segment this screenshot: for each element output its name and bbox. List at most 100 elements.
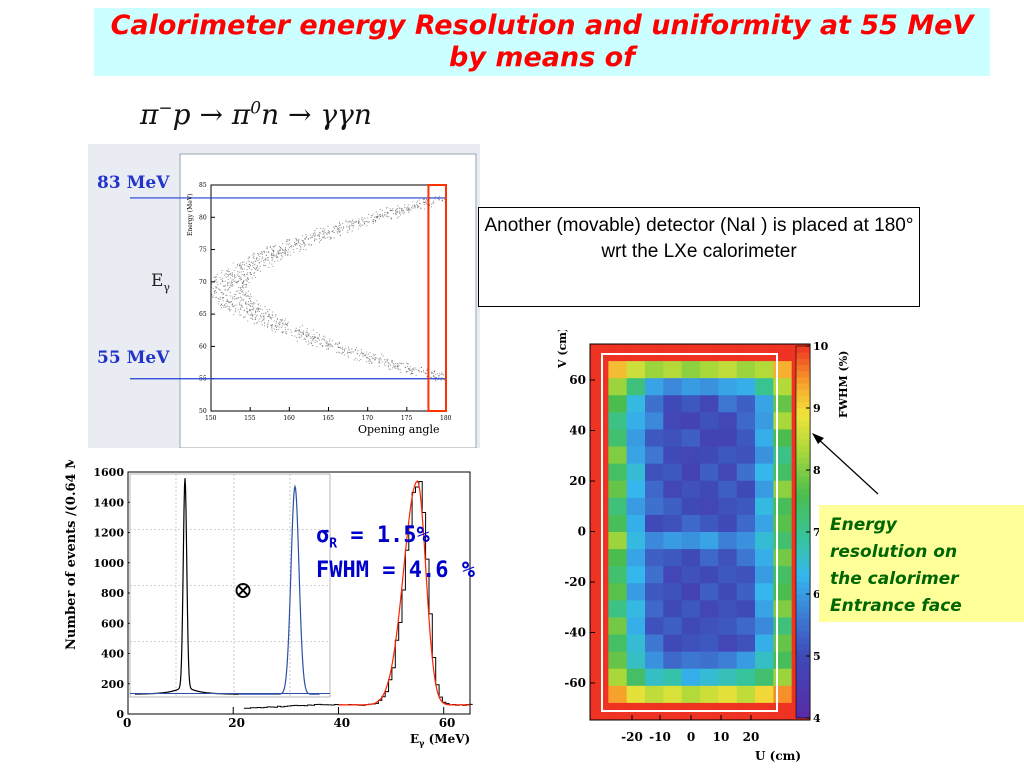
scatter-point: [238, 275, 240, 277]
scatter-point: [438, 376, 440, 378]
scatter-point: [272, 252, 274, 254]
heatmap-cell: [626, 583, 646, 601]
scatter-point: [229, 291, 231, 293]
scatter-point: [303, 245, 305, 247]
scatter-point: [271, 324, 273, 326]
heatmap-cell: [626, 480, 646, 499]
scatter-point: [424, 372, 426, 374]
colorbar-segment: [796, 414, 810, 421]
scatter-point: [250, 313, 252, 316]
colorbar-segment: [796, 699, 810, 706]
scatter-point: [277, 325, 279, 327]
scatter-point: [280, 247, 282, 249]
scatter-point: [281, 319, 283, 321]
scatter-point: [263, 252, 266, 254]
scatter-point: [312, 344, 314, 347]
scatter-point: [435, 380, 437, 382]
scatter-point: [253, 323, 255, 325]
scatter-point: [250, 309, 252, 311]
scatter-point: [361, 218, 363, 220]
scatter-point: [266, 251, 268, 253]
scatter-point: [409, 366, 411, 368]
scatter-point: [252, 254, 254, 256]
histogram-ytick-label: 1000: [93, 557, 124, 570]
scatter-point: [281, 255, 283, 257]
energy-note-line-3: the calorimer: [830, 569, 959, 589]
scatter-point: [365, 357, 368, 359]
heatmap-cell: [590, 685, 609, 704]
scatter-point: [318, 236, 320, 238]
scatter-point: [332, 346, 334, 348]
scatter-point: [256, 265, 258, 267]
scatter-point: [241, 273, 243, 276]
scatter-point: [411, 370, 413, 372]
scatter-point: [235, 309, 237, 311]
heatmap-cell: [773, 446, 793, 465]
scatter-point: [405, 208, 408, 210]
scatter-point: [322, 228, 324, 230]
scatter-point: [214, 276, 216, 278]
scatter-point: [353, 359, 355, 361]
scatter-point: [224, 285, 226, 287]
scatter-point: [367, 357, 369, 359]
scatter-point: [271, 330, 273, 332]
scatter-point: [238, 292, 240, 294]
scatter-point: [263, 322, 265, 324]
scatter-point: [279, 321, 281, 323]
scatter-point: [249, 293, 252, 295]
scatter-point: [221, 272, 223, 274]
scatter-point: [425, 199, 428, 201]
heatmap-ytick-label: -60: [564, 676, 586, 690]
scatter-point: [386, 359, 388, 361]
colorbar-segment: [796, 383, 810, 390]
scatter-point: [369, 351, 371, 353]
scatter-point: [347, 351, 349, 353]
scatter-point: [242, 299, 244, 301]
scatter-point: [280, 326, 282, 329]
scatter-point: [213, 276, 215, 278]
scatter-point: [258, 311, 260, 313]
scatter-point: [229, 295, 231, 297]
scatter-point: [271, 252, 273, 254]
scatter-point: [240, 277, 242, 279]
scatter-point: [227, 268, 229, 270]
scatter-point: [348, 348, 350, 350]
heatmap-cell: [681, 685, 701, 704]
scatter-point: [358, 355, 361, 357]
scatter-point: [320, 227, 322, 230]
heatmap-cell: [736, 583, 756, 601]
heatmap-cell: [736, 514, 756, 533]
scatter-point: [372, 219, 374, 221]
scatter-point: [241, 305, 243, 307]
colorbar-segment: [796, 711, 810, 719]
scatter-point: [319, 239, 321, 242]
scatter-point: [267, 320, 270, 322]
heatmap-inner-border: [601, 353, 778, 712]
scatter-point: [249, 308, 251, 311]
scatter-point: [301, 244, 303, 246]
scatter-point: [306, 235, 308, 237]
scatter-point: [280, 252, 282, 254]
scatter-point: [407, 365, 409, 367]
scatter-point: [395, 367, 397, 369]
scatter-point: [329, 338, 331, 340]
scatter-point: [316, 332, 318, 334]
scatter-point: [314, 240, 316, 242]
scatter-point: [400, 371, 402, 373]
colorbar-segment: [796, 389, 810, 396]
highlight-180-region: [427, 184, 447, 412]
scatter-point: [367, 217, 369, 219]
scatter-point: [271, 258, 273, 260]
scatter-point: [388, 368, 390, 370]
scatter-point: [233, 269, 235, 271]
scatter-point: [231, 281, 233, 283]
scatter-point: [410, 373, 412, 375]
scatter-point: [318, 335, 320, 337]
scatter-point: [311, 235, 313, 237]
scatter-point: [290, 331, 292, 333]
scatter-point: [438, 196, 440, 198]
scatter-point: [305, 335, 307, 337]
scatter-point: [268, 313, 270, 315]
scatter-point: [219, 283, 221, 285]
